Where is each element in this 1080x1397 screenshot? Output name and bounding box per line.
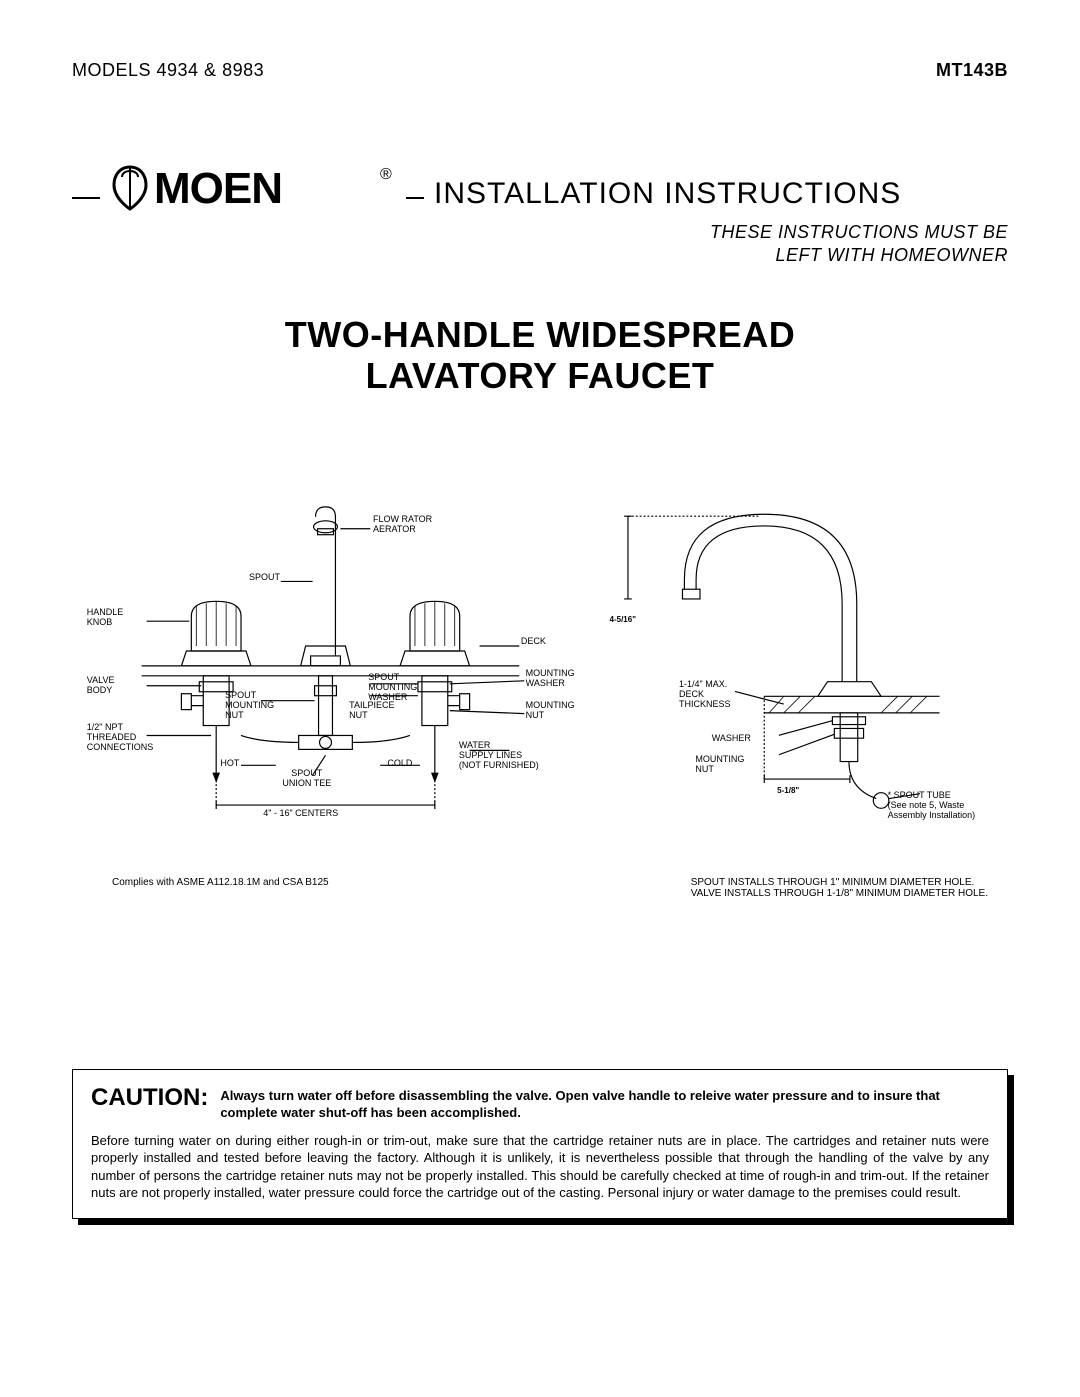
label-dim-top: 4-5/16" — [610, 616, 636, 625]
compliance-right: SPOUT INSTALLS THROUGH 1" MINIMUM DIAMET… — [691, 877, 988, 899]
label-mounting-nut: MOUNTINGNUT — [526, 701, 575, 721]
svg-text:MOEN: MOEN — [154, 164, 282, 213]
svg-text:®: ® — [380, 166, 392, 183]
subtitle-line2: LEFT WITH HOMEOWNER — [776, 245, 1009, 265]
models-label: MODELS 4934 & 8983 — [72, 60, 264, 81]
caution-box: CAUTION: Always turn water off before di… — [72, 1069, 1008, 1219]
label-valve-body: VALVEBODY — [87, 676, 115, 696]
label-washer-r: WASHER — [712, 734, 751, 744]
compliance-left: Complies with ASME A112.18.1M and CSA B1… — [112, 877, 329, 899]
label-spout-mounting-nut: SPOUTMOUNTINGNUT — [225, 691, 274, 721]
label-flow-rator: FLOW RATORAERATOR — [373, 515, 432, 535]
label-spout-mounting-washer: SPOUTMOUNTINGWASHER — [368, 673, 417, 703]
header-block: MOEN ® INSTALLATION INSTRUCTIONS — [72, 161, 1008, 213]
subtitle: THESE INSTRUCTIONS MUST BE LEFT WITH HOM… — [72, 221, 1008, 266]
label-hot: HOT — [220, 759, 239, 769]
brand-logo: MOEN ® — [100, 161, 406, 213]
label-centers: 4" - 16" CENTERS — [263, 809, 338, 819]
label-cold: COLD — [387, 759, 412, 769]
label-npt: 1/2" NPTTHREADEDCONNECTIONS — [87, 723, 154, 753]
product-title-line2: LAVATORY FAUCET — [366, 355, 715, 396]
label-tailpiece-nut: TAILPIECENUT — [349, 701, 394, 721]
caution-bold-text: Always turn water off before disassembli… — [220, 1084, 989, 1122]
label-handle-knob: HANDLEKNOB — [87, 608, 124, 628]
install-title: INSTALLATION INSTRUCTIONS — [424, 177, 901, 211]
caution-body-text: Before turning water on during either ro… — [91, 1132, 989, 1202]
subtitle-line1: THESE INSTRUCTIONS MUST BE — [710, 222, 1008, 242]
label-spout-union-tee: SPOUTUNION TEE — [282, 769, 331, 789]
document-number: MT143B — [936, 60, 1008, 81]
label-water-supply: WATERSUPPLY LINES(NOT FURNISHED) — [459, 741, 539, 771]
diagram-right: 4-5/16" 1-1/4" MAX.DECKTHICKNESS WASHER … — [589, 487, 998, 845]
label-deck: DECK — [521, 637, 546, 647]
label-mounting-washer: MOUNTINGWASHER — [526, 669, 575, 689]
product-title-line1: TWO-HANDLE WIDESPREAD — [285, 314, 795, 355]
caution-label: CAUTION: — [91, 1084, 208, 1112]
product-title: TWO-HANDLE WIDESPREAD LAVATORY FAUCET — [72, 314, 1008, 397]
rule-left — [72, 197, 100, 199]
label-spout-tube: * SPOUT TUBE(See note 5, WasteAssembly I… — [888, 791, 976, 821]
rule-mid — [406, 197, 424, 199]
label-deck-thickness: 1-1/4" MAX.DECKTHICKNESS — [679, 680, 731, 710]
label-dim-bottom: 5-1/8" — [777, 787, 799, 796]
label-spout: SPOUT — [249, 573, 280, 583]
diagram-left: FLOW RATORAERATOR SPOUT HANDLEKNOB DECK … — [82, 487, 559, 845]
label-mounting-nut-r: MOUNTINGNUT — [695, 755, 744, 775]
